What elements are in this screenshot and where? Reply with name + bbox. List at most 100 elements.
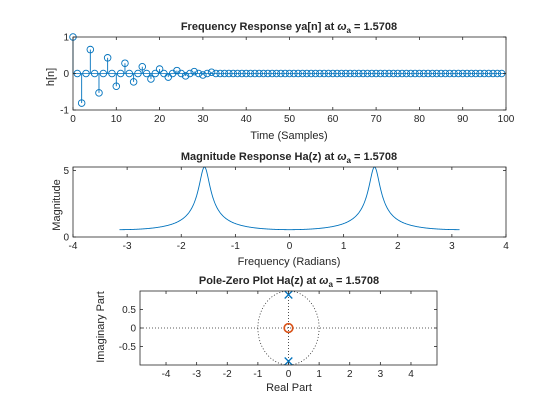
stem-marker [255,69,263,78]
stem-marker [138,62,147,71]
pole-zero-markers [140,290,437,366]
stem-marker [458,69,467,78]
stem-marker [199,71,207,79]
impulse-response-plot: Frequency Response ya[n] at ωa = 1.5708 … [45,21,515,142]
stem-marker [251,69,259,78]
stem-marker [116,69,125,78]
stem-marker [372,69,380,78]
impulse-ytick-label: -1 [60,106,69,117]
stem-marker [450,69,458,78]
magnitude-response-curve [119,166,460,231]
impulse-response-title: Frequency Response ya[n] at ωa = 1.5708 [181,21,397,35]
stem-marker [77,99,86,107]
impulse-xtick-label: 70 [371,114,383,125]
pole-zero-xtick-label: 3 [378,369,384,380]
stem-marker [220,69,229,78]
stem-marker [112,82,121,90]
stem-marker [108,69,116,78]
stem-marker [389,69,398,78]
magnitude-curve-line [119,166,460,231]
stem-marker [212,69,220,78]
stem-marker [467,69,476,78]
stem-marker [190,67,198,76]
stem-marker [272,69,281,78]
stem-marker [493,69,502,78]
stem-marker [394,69,402,78]
pole-zero-xtick-label: 1 [316,369,322,380]
stem-marker [242,69,250,78]
stem-marker [333,69,341,78]
stem-marker [147,75,155,83]
stem-marker [129,78,138,86]
stem-marker [82,69,90,78]
stem-marker [285,69,294,78]
stem-marker [463,69,471,78]
stem-marker [381,69,389,78]
stem-marker [186,69,194,78]
stem-marker [432,69,441,78]
impulse-ytick-label: 0 [63,69,69,80]
stem-marker [177,69,185,78]
stem-marker [385,69,393,78]
stem-marker [484,69,493,78]
stem-marker [368,69,376,78]
stem-marker [281,69,289,78]
impulse-xtick-label: 80 [414,114,426,125]
stem-marker [298,69,307,78]
impulse-xtick-label: 50 [284,114,296,125]
magnitude-response-xlabel: Frequency (Radians) [238,256,341,268]
magnitude-xtick-label: -3 [123,241,132,252]
stem-marker [125,69,134,78]
stem-marker [207,68,216,77]
impulse-xtick-label: 100 [498,114,515,125]
stem-marker [355,69,363,78]
stem-marker [95,89,103,97]
magnitude-ytick-label: 0 [63,233,69,244]
stem-marker [90,69,99,78]
pole-zero-xtick-label: -2 [223,369,232,380]
stem-marker [437,69,445,78]
stem-marker [134,69,142,78]
magnitude-xtick-label: -1 [231,241,240,252]
zero-marker [283,323,294,333]
pole-marker [284,290,293,299]
stem-marker [86,45,95,54]
stem-marker [445,69,454,78]
impulse-response-xlabel: Time (Samples) [250,130,327,142]
magnitude-xtick-label: 4 [503,241,509,252]
magnitude-response-ylabel: Magnitude [51,179,63,230]
stem-marker [320,69,328,78]
magnitude-xtick-label: 1 [341,241,347,252]
impulse-response-axes: 0 10 20 30 40 50 60 70 80 90 100-101 [60,33,515,126]
impulse-xtick-label: 30 [197,114,209,125]
pole-zero-title: Pole-Zero Plot Ha(z) at ωa = 1.5708 [199,275,379,289]
stem-marker [359,69,367,78]
stem-marker [476,69,484,78]
impulse-xtick-label: 0 [70,114,76,125]
stem-marker [303,69,311,78]
magnitude-ytick-label: 5 [63,166,69,177]
stem-marker [402,69,411,78]
pole-zero-xtick-label: 0 [286,369,292,380]
stem-marker [363,69,372,78]
pole-zero-ytick-label: 0 [130,324,136,335]
stem-marker [489,69,497,78]
stem-marker [259,69,268,78]
stem-marker [398,69,406,78]
stem-marker [311,69,320,78]
magnitude-xtick-label: -4 [69,241,78,252]
magnitude-xtick-label: 3 [449,241,455,252]
pole-zero-ylabel: Imaginary Part [95,291,107,363]
stem-marker [151,69,160,78]
stem-marker [411,69,419,78]
stem-marker [424,69,432,78]
stem-marker [142,69,151,78]
stem-marker [346,69,354,78]
stem-marker [225,69,233,78]
pole-zero-plot: Pole-Zero Plot Ha(z) at ωa = 1.5708 -4 -3… [95,275,438,394]
magnitude-frame [72,166,507,238]
stem-marker [103,54,112,62]
stem-marker [415,69,424,78]
magnitude-xtick-label: 2 [395,241,401,252]
